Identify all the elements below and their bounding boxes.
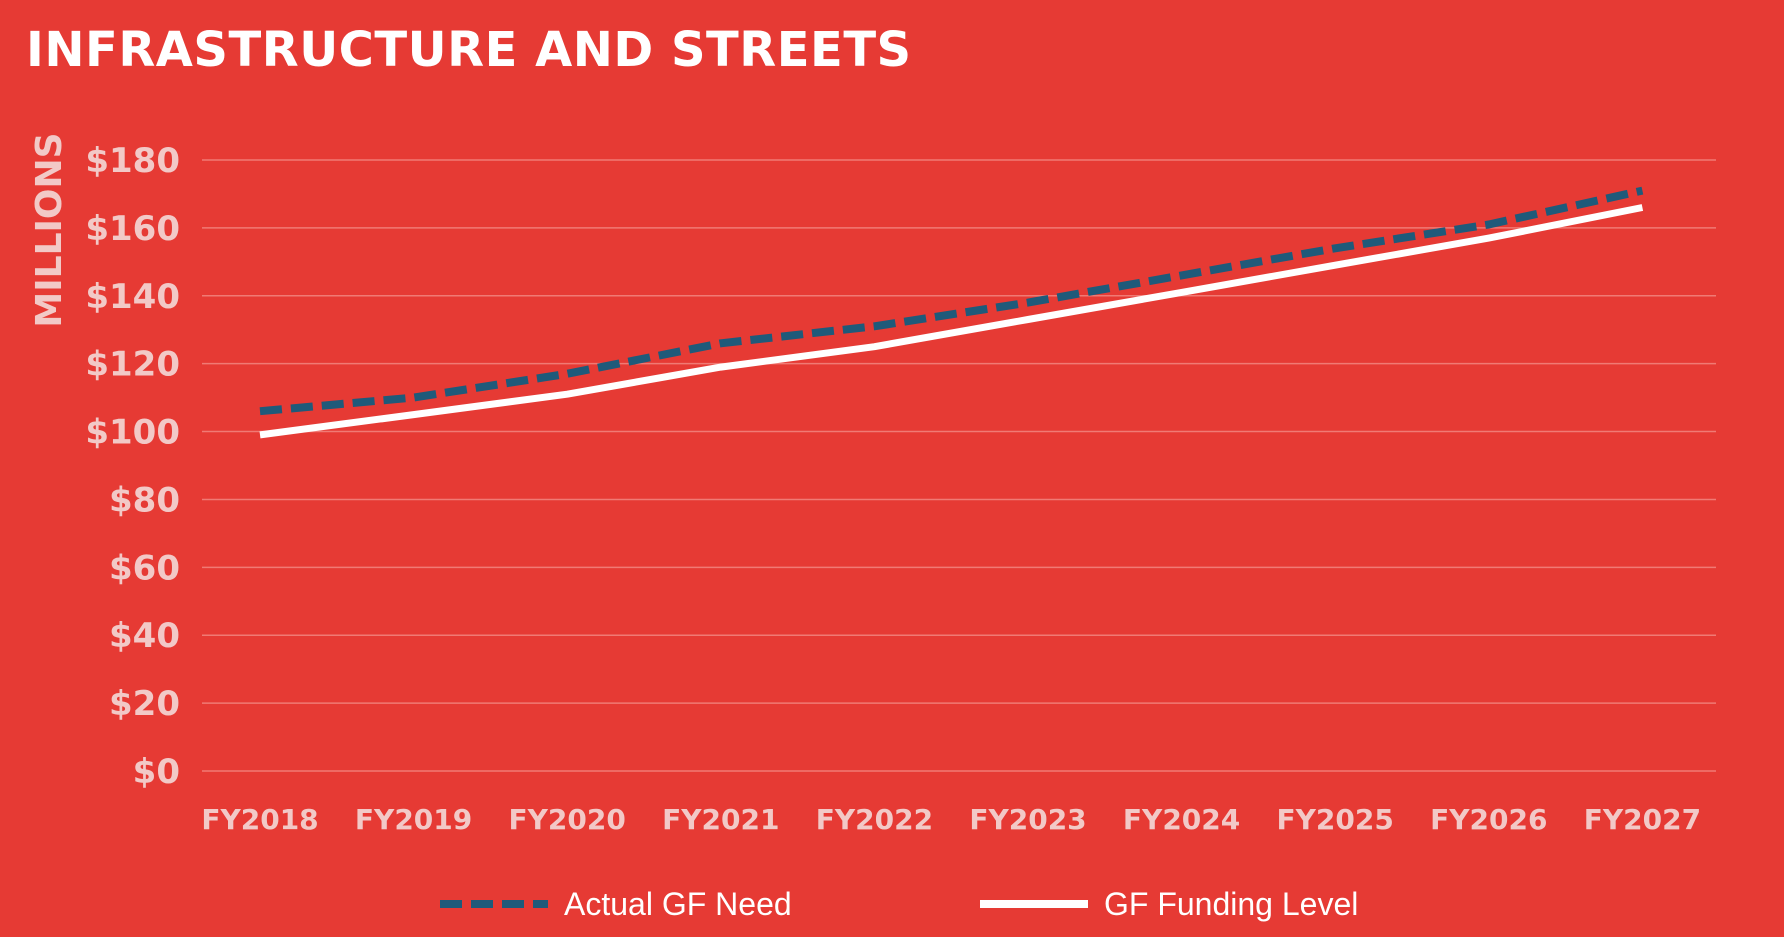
page-title: INFRASTRUCTURE AND STREETS: [26, 22, 912, 78]
series-lines: [259, 186, 1644, 439]
x-tick-label: FY2018: [201, 803, 318, 836]
x-tick-label: FY2026: [1430, 803, 1547, 836]
legend: Actual GF Need GF Funding Level: [440, 886, 1358, 922]
y-axis-label: MILLIONS: [29, 132, 70, 327]
y-axis-ticks: $0 $20 $40 $60 $80 $100 $120 $140 $160 $180: [85, 141, 180, 792]
legend-item-actual-gf-need: Actual GF Need: [440, 886, 792, 922]
y-tick-label: $160: [85, 209, 180, 249]
y-tick-label: $80: [109, 480, 180, 520]
legend-item-gf-funding-level: GF Funding Level: [980, 886, 1358, 922]
x-tick-label: FY2020: [509, 803, 626, 836]
x-axis-ticks: FY2018 FY2019 FY2020 FY2021 FY2022 FY2023 FY20…: [201, 803, 1701, 836]
y-tick-label: $120: [85, 345, 180, 385]
y-tick-label: $0: [133, 752, 180, 792]
series-line-gf-funding-level: [259, 204, 1644, 439]
y-tick-label: $180: [85, 141, 180, 181]
x-tick-label: FY2025: [1277, 803, 1394, 836]
y-tick-label: $40: [109, 616, 180, 656]
series-line-actual-gf-need: [259, 186, 1644, 416]
x-tick-label: FY2024: [1123, 803, 1240, 836]
x-tick-label: FY2027: [1584, 803, 1701, 836]
y-tick-label: $100: [85, 413, 180, 453]
x-tick-label: FY2021: [662, 803, 779, 836]
legend-label: Actual GF Need: [564, 886, 792, 922]
x-tick-label: FY2022: [816, 803, 933, 836]
y-tick-label: $140: [85, 277, 180, 317]
legend-label: GF Funding Level: [1104, 886, 1358, 922]
grid-lines: [202, 159, 1716, 772]
x-tick-label: FY2019: [355, 803, 472, 836]
y-tick-label: $20: [109, 684, 180, 724]
y-tick-label: $60: [109, 548, 180, 588]
x-tick-label: FY2023: [969, 803, 1086, 836]
